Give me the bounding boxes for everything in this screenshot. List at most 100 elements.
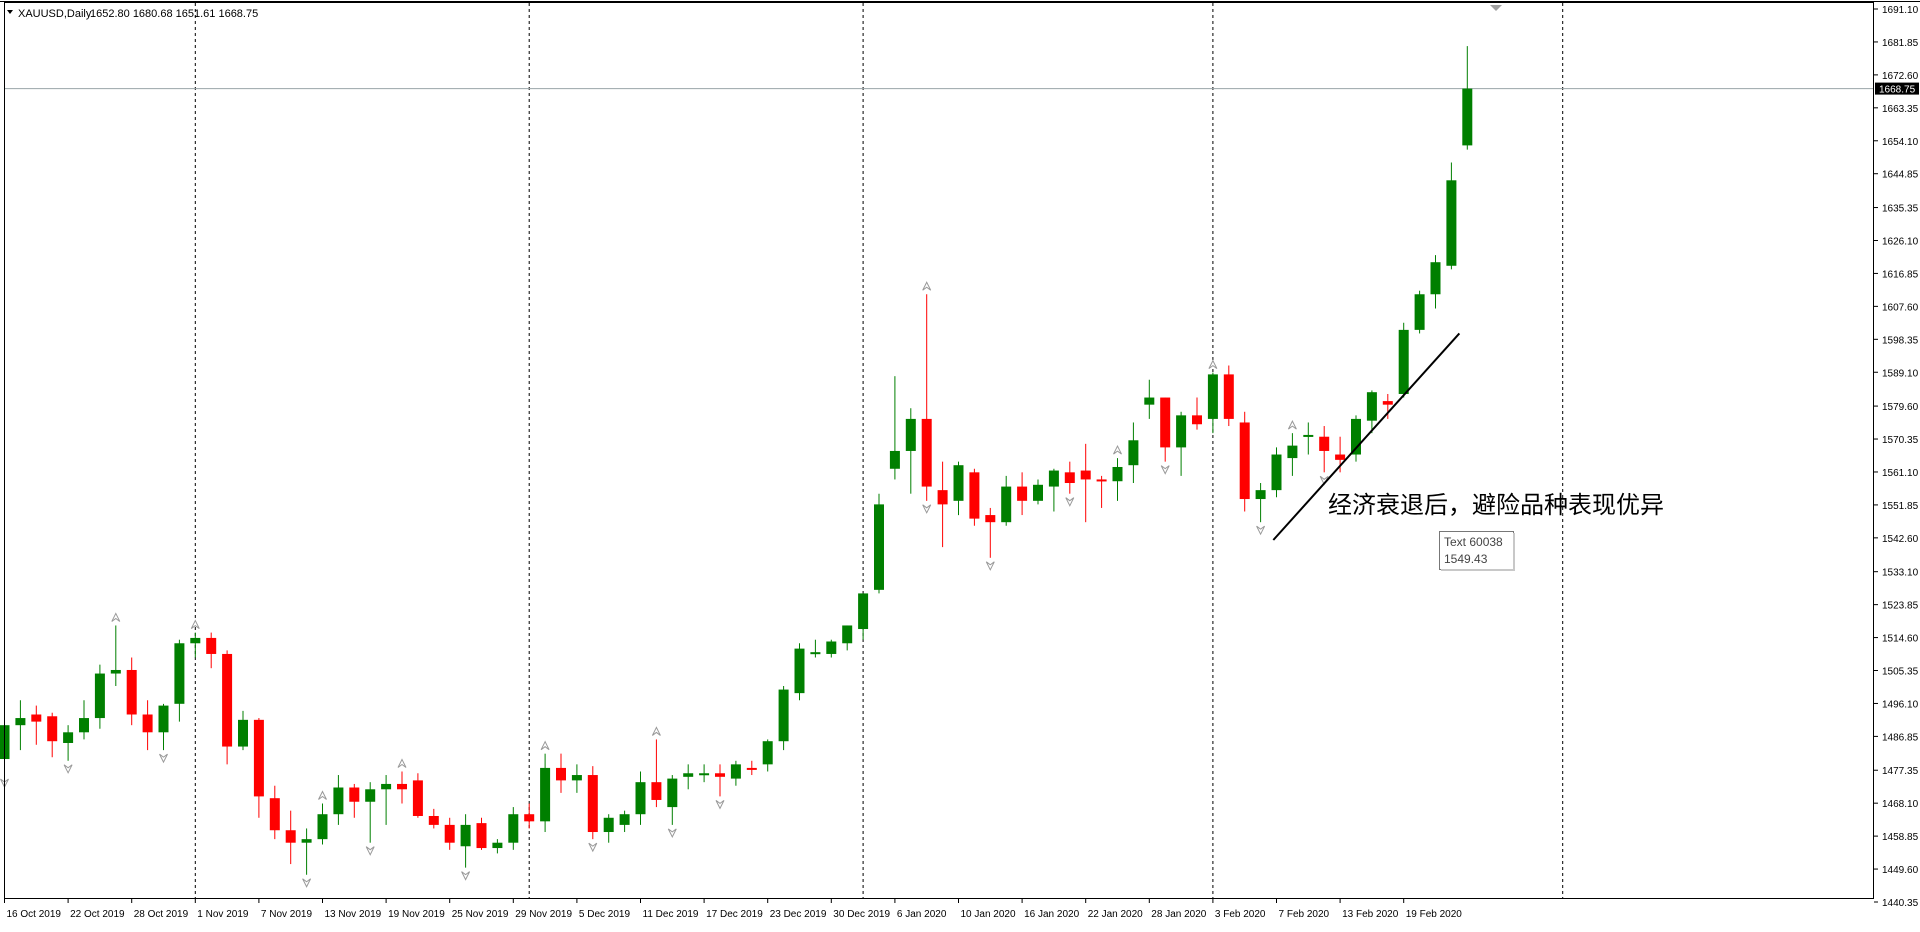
candle-body [1382, 401, 1393, 405]
candle-body [921, 418, 932, 487]
candle-body [1319, 436, 1330, 451]
candle-body [1223, 374, 1234, 419]
fractal-down-icon [1160, 465, 1170, 475]
x-tick-label: 13 Nov 2019 [325, 909, 382, 920]
candle-body [508, 814, 519, 843]
candle-body [1096, 479, 1107, 482]
x-tick-label: 11 Dec 2019 [643, 909, 699, 920]
candle-body [460, 824, 471, 847]
candle-body [94, 673, 105, 719]
fractal-down-icon [365, 846, 375, 856]
y-tick-label: 1616.85 [1882, 269, 1919, 280]
y-tick-label: 1654.10 [1882, 137, 1919, 148]
fractal-up-icon [1287, 420, 1297, 430]
candle-body [269, 798, 280, 831]
fractal-up-icon [651, 726, 661, 736]
candle-body [349, 787, 360, 802]
y-tick-label: 1672.60 [1882, 71, 1919, 82]
fractal-down-icon [302, 878, 312, 888]
symbol-label: XAUUSD,Daily [18, 8, 92, 20]
candle-body [1064, 472, 1075, 484]
fractal-down-icon [588, 842, 598, 853]
candle-body [238, 719, 248, 747]
x-tick-label: 25 Nov 2019 [452, 909, 509, 920]
candle-body [778, 689, 789, 742]
candle-body [1446, 180, 1457, 266]
candle-body [444, 824, 455, 843]
candle-body [126, 669, 137, 715]
candle-body [1351, 418, 1361, 455]
time-axis[interactable]: 16 Oct 2019 22 Oct 2019 28 Oct 2019 1 Nov 2… [4, 898, 1463, 920]
candle-body [794, 648, 805, 694]
candle-body [158, 705, 169, 733]
trendline[interactable] [1272, 332, 1461, 541]
candle-body [301, 839, 312, 843]
candle-body [699, 773, 710, 776]
period-separators [194, 3, 1564, 898]
y-tick-label: 1607.60 [1882, 302, 1919, 313]
plot-border [4, 2, 1874, 899]
candle-body [730, 764, 741, 779]
candles [0, 46, 1473, 875]
y-tick-label: 1681.85 [1882, 38, 1919, 49]
candle-body [381, 783, 392, 790]
candle-body [1303, 434, 1314, 437]
fractal-down-icon [159, 753, 168, 764]
candle-body [79, 718, 89, 733]
candle-body [317, 814, 328, 840]
candle-body [1255, 490, 1266, 500]
x-tick-label: 7 Nov 2019 [261, 909, 313, 920]
candle-body [492, 842, 503, 849]
fractal-down-icon [63, 764, 73, 774]
candle-body [285, 830, 296, 843]
y-tick-label: 1533.10 [1882, 568, 1919, 579]
candle-body [1112, 466, 1123, 482]
x-tick-label: 13 Feb 2020 [1342, 909, 1399, 920]
candle-body [842, 625, 853, 644]
y-tick-label: 1644.85 [1882, 170, 1919, 181]
x-tick-label: 19 Feb 2020 [1406, 909, 1463, 920]
fractal-down-icon [461, 871, 471, 881]
y-tick-label: 1542.60 [1882, 534, 1919, 545]
fractal-down-icon [922, 504, 932, 514]
triangle-down-icon[interactable] [7, 10, 13, 14]
candle-body [667, 778, 678, 808]
candle-body [365, 789, 376, 802]
y-tick-label: 1663.35 [1882, 104, 1919, 115]
x-tick-label: 22 Oct 2019 [70, 909, 125, 920]
candle-body [1414, 294, 1425, 330]
fractal-up-icon [190, 619, 200, 629]
tooltip-value: 1549.43 [1444, 552, 1488, 566]
fractal-up-icon [111, 612, 121, 622]
x-tick-label: 23 Dec 2019 [770, 909, 827, 920]
annotation-text[interactable]: 经济衰退后，避险品种表现优异 [1328, 492, 1664, 519]
y-tick-label: 1505.35 [1882, 667, 1919, 678]
y-tick-label: 1589.10 [1882, 368, 1919, 379]
candle-body [206, 637, 217, 654]
price-axis[interactable]: 1691.10 1681.85 1672.60 1663.35 1654.10 1644.… [1874, 5, 1919, 909]
shift-marker-icon[interactable] [1490, 5, 1502, 11]
candle-body [1176, 415, 1187, 448]
candle-body [222, 653, 233, 747]
y-tick-label: 1477.35 [1882, 766, 1919, 777]
candle-body [428, 815, 439, 825]
candle-body [63, 732, 74, 743]
candle-body [333, 787, 344, 815]
candle-body [651, 782, 662, 800]
candle-body [937, 490, 948, 505]
candle-body [1335, 454, 1346, 460]
fractal-down-icon [1256, 525, 1266, 536]
ohlc-label: 1652.80 1680.68 1651.61 1668.75 [90, 8, 258, 20]
candle-body [1128, 440, 1139, 466]
candle-body [15, 718, 26, 726]
y-tick-label: 1561.10 [1882, 468, 1919, 479]
candle-body [31, 714, 42, 722]
fractal-markers [0, 281, 1329, 888]
candle-body [1207, 374, 1218, 419]
x-tick-label: 3 Feb 2020 [1215, 909, 1266, 920]
y-tick-label: 1635.35 [1882, 204, 1919, 215]
y-tick-label: 1626.10 [1882, 236, 1919, 247]
x-tick-label: 28 Jan 2020 [1151, 909, 1206, 920]
candle-body [1192, 415, 1202, 425]
